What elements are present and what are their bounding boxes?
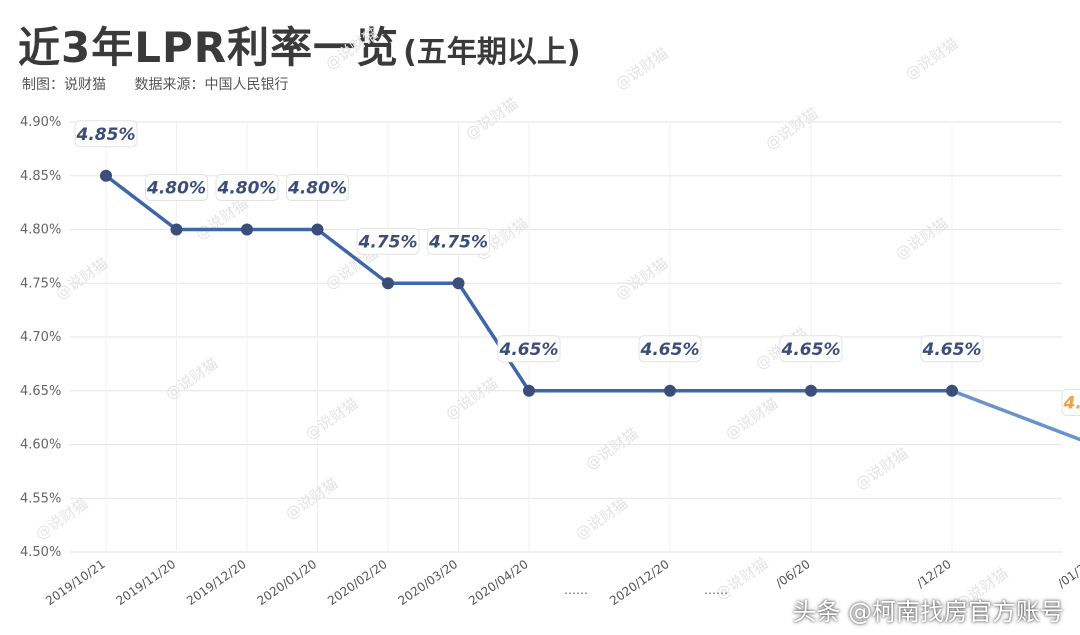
y-tick-label: 4.90%: [20, 115, 61, 130]
y-tick-label: 4.70%: [20, 330, 61, 345]
data-label-box: [356, 227, 420, 255]
x-tick-label: 2019/10/21: [43, 557, 108, 608]
data-point: [382, 277, 394, 290]
data-label-box: [920, 335, 984, 363]
x-tick-label: 2020/01/20: [255, 557, 320, 608]
data-label: 4.75%: [358, 232, 418, 252]
data-point: [664, 384, 676, 397]
series-line-last-segment: [951, 389, 1080, 442]
x-tick-label: 2020/03/20: [396, 557, 461, 608]
data-point: [946, 384, 958, 397]
data-point: [805, 384, 817, 397]
data-point: [311, 223, 324, 236]
watermark-text: @说财猫: [612, 44, 671, 93]
data-label: 4.80%: [287, 179, 347, 199]
y-tick-label: 4.85%: [20, 169, 61, 184]
data-label: 4.80%: [146, 179, 206, 199]
watermark-text: @说财猫: [852, 444, 911, 493]
points-layer: [100, 169, 958, 397]
y-tick-label: 4.75%: [20, 276, 61, 291]
x-tick-label: /12/20: [914, 557, 954, 591]
series-line-layer: [104, 174, 1080, 442]
x-tick-label: /06/20: [773, 557, 813, 591]
data-label: 4.65%: [499, 340, 559, 360]
data-point: [523, 384, 535, 397]
y-tick-label: 4.80%: [20, 223, 61, 238]
x-tick-label: 2020/12/20: [607, 557, 672, 608]
data-label-box: [1061, 389, 1080, 416]
watermark-text: @说财猫: [162, 354, 221, 403]
watermark-text: @说财猫: [582, 424, 641, 473]
data-label-box: [497, 335, 561, 363]
data-label-box: [74, 120, 138, 148]
series-line: [104, 174, 952, 393]
data-label-box: [427, 227, 490, 255]
x-tick-label: 2020/02/20: [325, 557, 390, 608]
watermark-text: @说财猫: [902, 34, 961, 83]
data-label: 4.75%: [428, 232, 488, 252]
x-gap-marker: ……: [704, 583, 728, 597]
data-point: [100, 169, 112, 182]
data-label: 4.65%: [781, 340, 841, 360]
x-gap-marker: ……: [564, 583, 588, 597]
chart-title: 近3年LPR利率一览 (五年期以上): [18, 14, 581, 75]
data-label: 4.60%: [1063, 394, 1080, 414]
watermark-text: @说财猫: [462, 94, 521, 143]
watermark-text: @说财猫: [762, 104, 821, 153]
x-tick-label: /01/20: [1055, 557, 1080, 591]
watermark-text: @说财猫: [892, 214, 951, 263]
y-tick-label: 4.60%: [20, 438, 61, 453]
watermark-text: @说财猫: [322, 24, 381, 73]
data-point: [241, 223, 253, 236]
x-tick-label: 2019/11/20: [114, 557, 179, 608]
x-tick-label: 2020/04/20: [466, 557, 531, 608]
x-tick-label: 2019/12/20: [184, 557, 249, 608]
credit-source: 数据来源：中国人民银行: [134, 77, 289, 93]
watermark-text: @说财猫: [572, 494, 631, 543]
data-point: [452, 277, 465, 290]
data-label-box: [145, 174, 208, 201]
footer-credit: 头条 @柯南找房官方账号: [792, 598, 1064, 626]
watermark-text: @说财猫: [192, 194, 251, 243]
watermark-text: @说财猫: [722, 394, 781, 443]
data-label: 4.85%: [76, 125, 136, 145]
data-label: 4.65%: [640, 340, 700, 360]
data-label-box: [215, 174, 279, 201]
data-label: 4.65%: [922, 340, 982, 360]
y-tick-label: 4.65%: [20, 384, 61, 399]
data-label-box: [638, 335, 702, 363]
y-axis: 4.50% 4.55% 4.60% 4.65% 4.70% 4.75% 4.80% 4.85%…: [20, 115, 61, 560]
data-label-box: [779, 335, 843, 363]
watermark-text: @说财猫: [442, 374, 501, 423]
title-subtitle: (五年期以上): [403, 35, 581, 70]
credits-line: 制图：说财猫 数据来源：中国人民银行: [22, 74, 312, 94]
y-tick-label: 4.55%: [20, 491, 61, 506]
data-point: [170, 223, 183, 236]
credit-author: 制图：说财猫: [22, 77, 106, 93]
data-label-box: [286, 174, 349, 201]
watermark-text: @说财猫: [302, 394, 361, 443]
y-tick-label: 4.50%: [20, 545, 61, 560]
data-labels-layer: 4.85% 4.80% 4.80% 4.80% 4.75% 4.75% 4.65% 4.65%…: [74, 120, 1080, 416]
watermark-layer: @说财猫 @说财猫 @说财猫 @说财猫 @说财猫 @说财猫 @说财猫 @说财猫 @说财猫 @说财猫…: [32, 24, 1011, 613]
data-label: 4.80%: [217, 179, 277, 199]
watermark-text: @说财猫: [612, 254, 671, 303]
title-main: 近3年LPR利率一览: [18, 23, 400, 72]
